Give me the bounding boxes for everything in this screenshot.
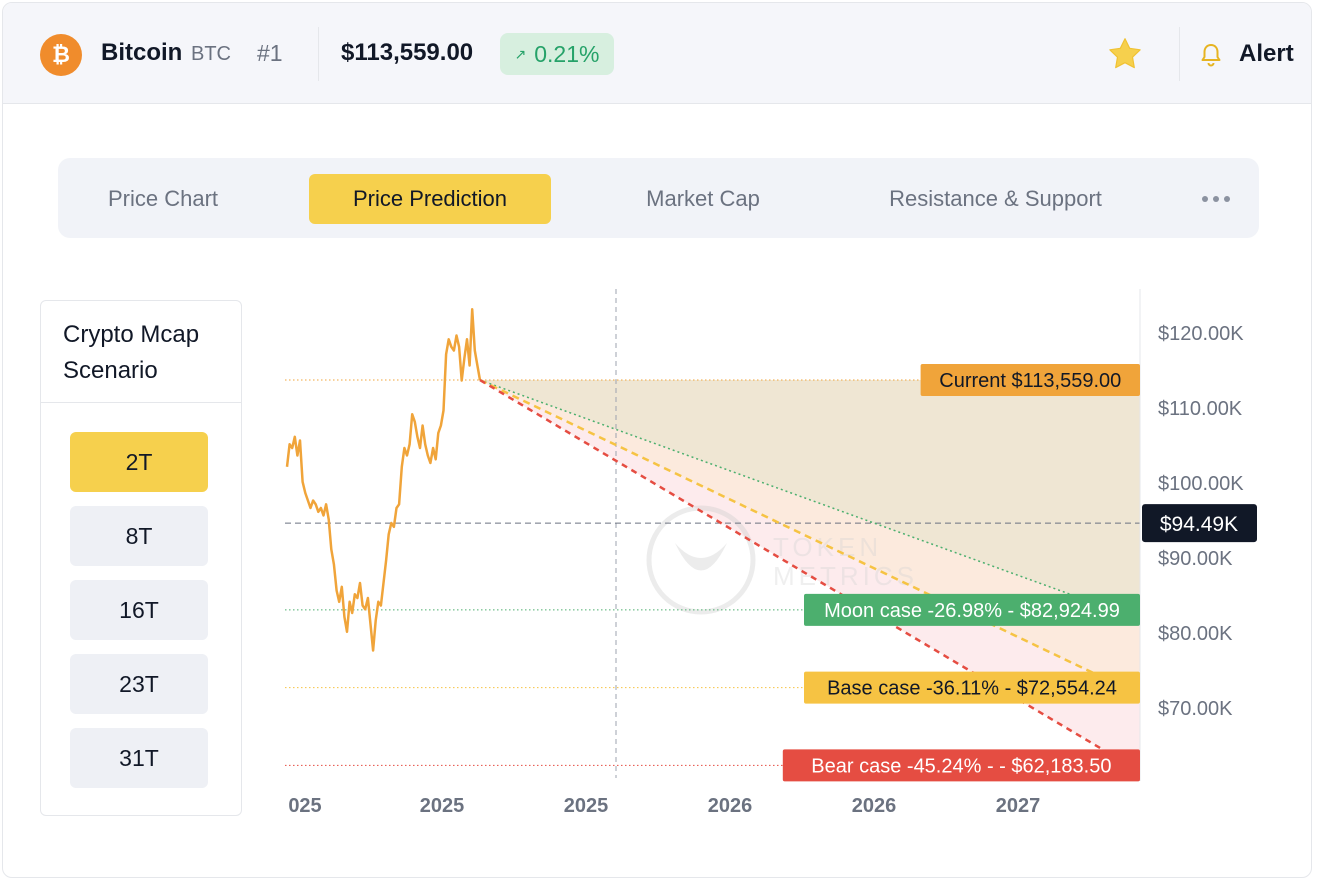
scenario-option-2t[interactable]: 2T	[70, 432, 208, 492]
header-divider	[318, 27, 319, 81]
moon-case-box	[804, 593, 1140, 626]
current-price-box	[920, 364, 1140, 397]
y-tick-label-0: $120.00K	[1158, 323, 1244, 345]
coin-header: ₿ Bitcoin BTC #1 $113,559.00 ↗ 0.21% Ale…	[3, 3, 1311, 104]
moon-case-label: Moon case -26.98% - $82,924.99	[824, 600, 1120, 622]
y-tick-label-5: $70.00K	[1158, 698, 1233, 720]
y-tick-label-2: $100.00K	[1158, 473, 1244, 495]
x-tick-label-5: 2027	[996, 795, 1041, 817]
scenario-option-8t[interactable]: 8T	[70, 506, 208, 566]
x-tick-label-1: 2025	[420, 795, 465, 817]
coin-rank: #1	[257, 40, 283, 66]
star-icon[interactable]	[1107, 36, 1143, 72]
coin-symbol: BTC	[191, 43, 231, 65]
moon-region-area	[480, 380, 1140, 610]
moon-case-line	[479, 379, 1092, 603]
y-tick-label-1: $110.00K	[1158, 398, 1243, 420]
base-case-box	[804, 671, 1140, 704]
header-divider	[1179, 27, 1180, 81]
x-tick-label-2: 2025	[564, 795, 609, 817]
coin-name: Bitcoin	[101, 39, 183, 66]
chart-tabs: Price Chart Price Prediction Market Cap …	[58, 158, 1259, 238]
watermark-text: METRICS	[773, 561, 918, 591]
price-change-badge: ↗ 0.21%	[500, 33, 614, 75]
more-tabs-icon[interactable]	[1186, 174, 1246, 224]
crosshair-price-tag	[1142, 504, 1257, 543]
watermark-leaf-icon	[675, 543, 727, 571]
x-tick-label-3: 2026	[708, 795, 753, 817]
bell-icon[interactable]	[1199, 42, 1223, 68]
price-prediction-chart: TOKENMETRICS $120.00K $110.00K $100.00K $90.…	[285, 289, 1257, 817]
x-tick-label-0: 025	[288, 795, 321, 817]
scenario-divider	[41, 402, 241, 403]
y-tick-label-4: $80.00K	[1158, 623, 1233, 645]
scenario-option-31t[interactable]: 31T	[70, 728, 208, 788]
watermark-circle-icon	[646, 505, 756, 615]
bitcoin-logo-icon: ₿	[40, 34, 82, 76]
coin-price: $113,559.00	[341, 39, 474, 66]
alert-button[interactable]: Alert	[1239, 40, 1294, 67]
watermark-logo: TOKENMETRICS	[646, 505, 918, 615]
bear-case-label: Bear case -45.24% - - $62,183.50	[811, 755, 1111, 777]
price-history-line	[285, 308, 482, 652]
tab-market-cap[interactable]: Market Cap	[646, 186, 760, 211]
base-case-label: Base case -36.11% - $72,554.24	[827, 678, 1117, 700]
scenario-option-16t[interactable]: 16T	[70, 580, 208, 640]
y-tick-label-3: $90.00K	[1158, 548, 1233, 570]
scenario-title: Crypto Mcap Scenario	[63, 321, 200, 384]
tab-price-prediction[interactable]: Price Prediction	[309, 174, 551, 224]
trend-up-icon: ↗	[514, 45, 527, 62]
x-tick-label-4: 2026	[852, 795, 897, 817]
tab-resistance-support[interactable]: Resistance & Support	[889, 186, 1102, 211]
scenario-panel: Crypto Mcap Scenario 2T 8T 16T 23T 31T	[40, 300, 242, 816]
crosshair-price-label: $94.49K	[1160, 513, 1238, 536]
scenario-option-23t[interactable]: 23T	[70, 654, 208, 714]
current-price-label: Current $113,559.00	[939, 370, 1121, 392]
tab-price-chart[interactable]: Price Chart	[107, 186, 219, 211]
price-change-value: 0.21%	[534, 40, 600, 67]
watermark-text: TOKEN	[773, 532, 882, 562]
bear-case-box	[782, 749, 1140, 782]
